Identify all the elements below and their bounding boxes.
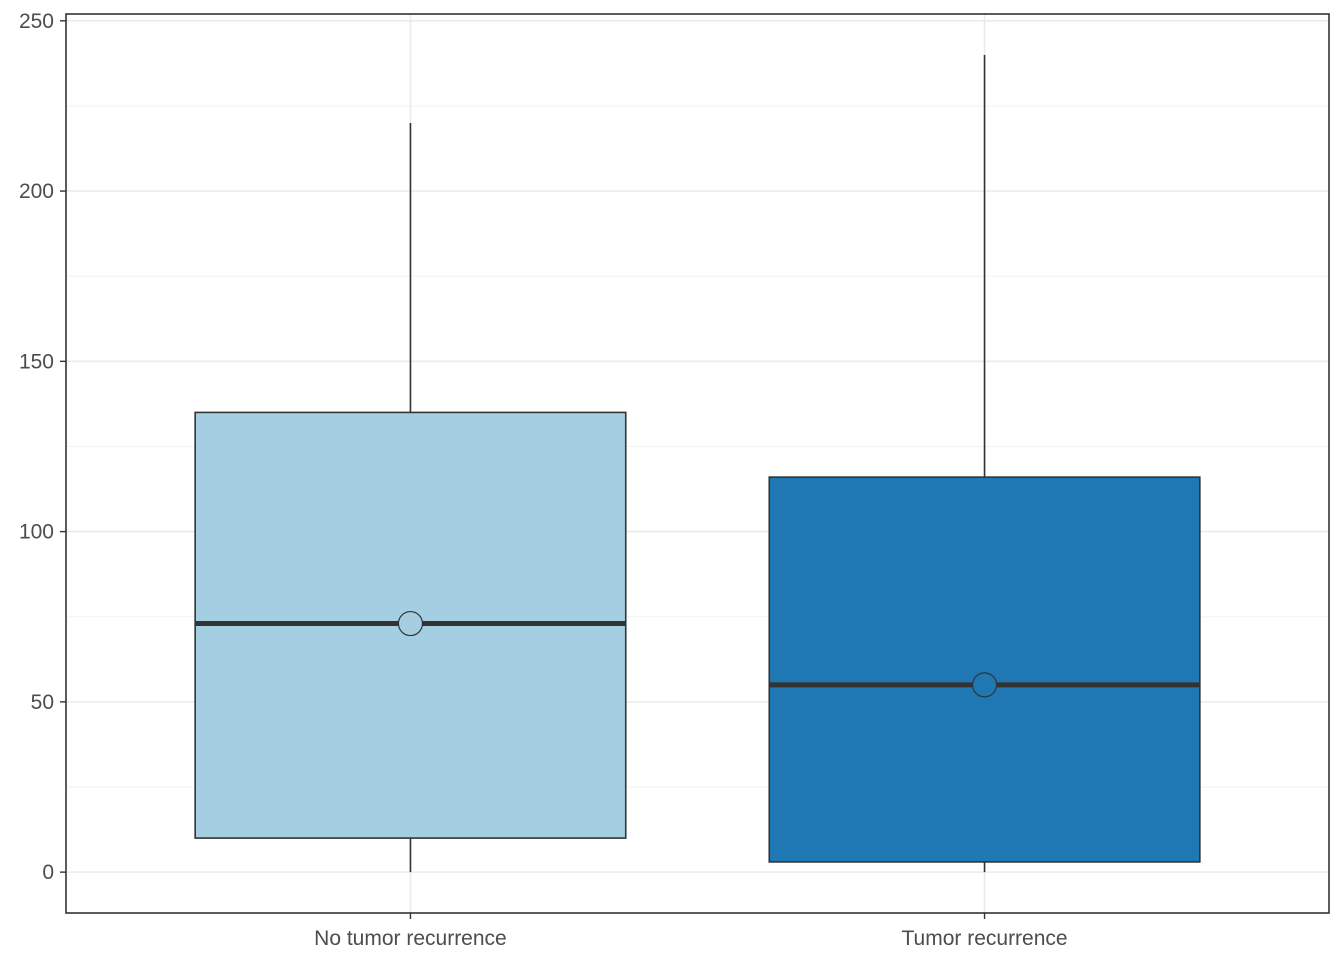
y-tick-label: 100 — [19, 521, 54, 544]
y-tick-label: 200 — [19, 180, 54, 203]
y-tick-label: 0 — [42, 861, 54, 884]
x-tick-label: No tumor recurrence — [314, 927, 507, 950]
mean-point — [397, 610, 424, 637]
boxes — [194, 54, 1201, 873]
y-tick-label: 150 — [19, 350, 54, 373]
y-tick-label: 250 — [19, 10, 54, 33]
x-tick-label: Tumor recurrence — [901, 927, 1067, 950]
box-group — [768, 54, 1201, 873]
axes: 0 50 100 150 200 250 No tumor recurrence Tumor … — [19, 10, 1068, 950]
box-iqr — [768, 476, 1201, 863]
y-tick-label: 50 — [31, 691, 54, 714]
mean-point — [971, 672, 998, 698]
box-group — [194, 122, 627, 873]
panel-border — [65, 13, 1330, 914]
